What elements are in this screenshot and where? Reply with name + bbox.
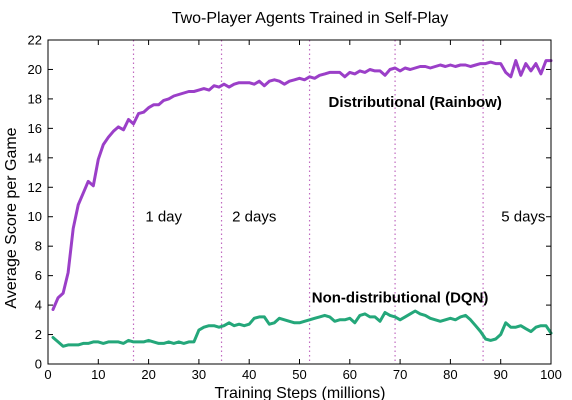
y-tick-label: 0 <box>35 357 42 372</box>
y-tick-label: 12 <box>28 180 42 195</box>
x-tick-label: 60 <box>343 367 357 382</box>
x-axis-label: Training Steps (millions) <box>214 385 385 400</box>
x-tick-label: 40 <box>242 367 256 382</box>
day-marker-label: 2 days <box>232 209 276 226</box>
axes: 0 10 20 30 40 50 60 70 80 90 100 0 2 4 6 8 10 12 14 16 18 20 2… <box>28 33 562 383</box>
day-marker-label: 5 days <box>501 209 545 226</box>
day-marker-label: 1 day <box>145 209 182 226</box>
x-tick-label: 70 <box>393 367 407 382</box>
y-tick-label: 16 <box>28 121 42 136</box>
y-axis-label: Average Score per Game <box>3 127 20 308</box>
y-tick-label: 8 <box>35 239 42 254</box>
series-label-dqn: Non-distributional (DQN) <box>312 290 489 307</box>
x-tick-label: 0 <box>44 367 51 382</box>
plot-frame <box>47 39 552 365</box>
series-labels: Distributional (Rainbow) Non-distribution… <box>312 94 502 307</box>
y-tick-label: 2 <box>35 327 42 342</box>
y-tick-label: 22 <box>28 33 42 48</box>
x-tick-label: 100 <box>540 367 562 382</box>
day-markers: 1 day 2 days 5 days <box>132 40 545 364</box>
series-label-rainbow: Distributional (Rainbow) <box>329 94 502 111</box>
y-tick-label: 4 <box>35 298 42 313</box>
x-tick-label: 90 <box>493 367 507 382</box>
series-line-dqn <box>51 309 553 348</box>
y-tick-label: 10 <box>28 209 42 224</box>
x-tick-label: 80 <box>443 367 457 382</box>
y-tick-label: 18 <box>28 91 42 106</box>
y-tick-label: 14 <box>28 150 42 165</box>
x-tick-label: 10 <box>91 367 105 382</box>
x-tick-label: 30 <box>192 367 206 382</box>
series-lines <box>51 59 553 348</box>
x-tick-label: 50 <box>292 367 306 382</box>
y-tick-label: 6 <box>35 268 42 283</box>
y-tick-label: 20 <box>28 62 42 77</box>
chart-title: Two-Player Agents Trained in Self-Play <box>172 10 449 27</box>
series-line-rainbow <box>51 59 553 311</box>
x-tick-label: 20 <box>141 367 155 382</box>
